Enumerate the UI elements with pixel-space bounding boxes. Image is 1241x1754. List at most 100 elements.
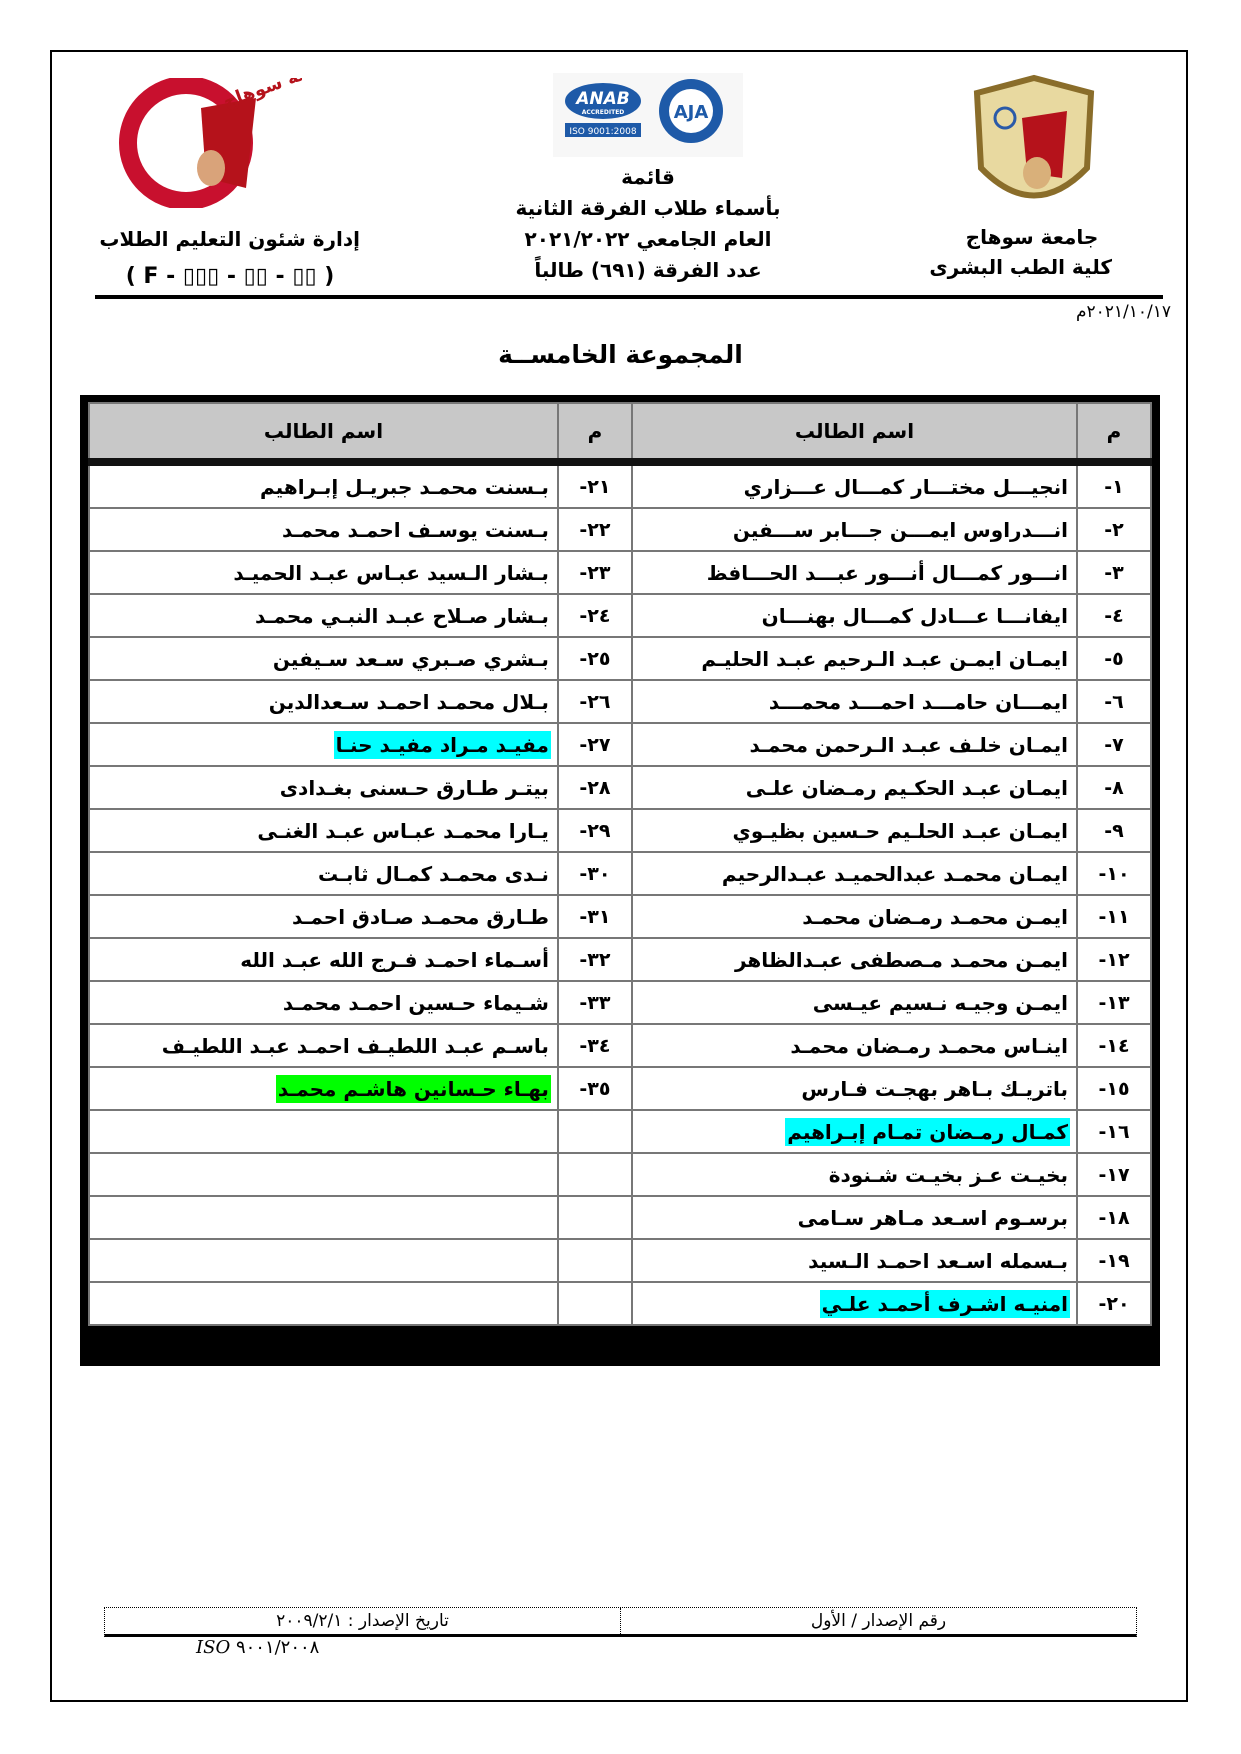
row-number — [556, 1281, 633, 1326]
iso-prefix: ISO — [196, 1637, 231, 1658]
row-number: ٢- — [1076, 507, 1152, 552]
student-name-cell: ايمـان عبـد الحكـيم رمـضان علـى — [630, 765, 1079, 810]
row-number: ٧- — [1076, 722, 1152, 767]
row-number: ٣٠- — [556, 851, 633, 896]
row-number: ٢٠- — [1076, 1281, 1152, 1326]
iso-logo-text: ISO 9001:2008 — [569, 127, 636, 137]
aja-text: AJA — [674, 102, 709, 123]
list-label: قائمة — [621, 165, 675, 189]
table-row: ١٨- برسـوم اسـعد مـاهر سـامى — [88, 1195, 1152, 1240]
student-name-cell: بهـاء حـسانين هاشـم محمـد — [88, 1066, 559, 1111]
row-number: ٢٨- — [556, 765, 633, 810]
student-name-cell: اينـاس محمـد رمـضان محمـد — [630, 1023, 1079, 1068]
table-row: ١٩- بـسمله اسـعد احمـد الـسيد — [88, 1238, 1152, 1283]
table-row: ٦- ايمـــان حامـــد احمـــد محمـــد ٢٦- بـل… — [88, 679, 1152, 724]
student-name-cell: امنيـه اشـرف أحمـد علـي — [630, 1281, 1079, 1326]
student-name-cell: ايمـان ايمـن عبـد الـرحيم عبـد الحليـم — [630, 636, 1079, 681]
student-name: بـشار الـسيد عبـاس عبـد الحميـد — [233, 560, 549, 585]
student-name: ايفانـــا عـــادل كمـــال بهنـــان — [761, 603, 1068, 628]
row-number: ٢٢- — [556, 507, 633, 552]
table-row: ٩- ايمـان عبـد الحلـيم حـسين بظيـوي ٢٩- يـا… — [88, 808, 1152, 853]
page-border — [50, 50, 1188, 1702]
row-number: ٣١- — [556, 894, 633, 939]
student-name-cell: انجيـــل مختـــار كمـــال عـــزاري — [630, 461, 1079, 509]
student-name: امنيـه اشـرف أحمـد علـي — [819, 1289, 1070, 1318]
table-row: ١١- ايمـن محمـد رمـضان محمـد ٣١- طـارق محمـ… — [88, 894, 1152, 939]
student-name: بـشار صـلاح عبـد النبـي محمـد — [255, 603, 549, 628]
student-name-cell — [88, 1238, 559, 1283]
row-number: ١- — [1076, 461, 1152, 509]
row-number: ١٧- — [1076, 1152, 1152, 1197]
student-name-cell: بيتـر طـارق حـسنى بغـدادى — [88, 765, 559, 810]
row-number — [556, 1109, 633, 1154]
faculty-name: كلية الطب البشرى — [929, 255, 1112, 279]
academic-year: العام الجامعي ٢٠٢١/٢٠٢٢ — [524, 227, 772, 251]
version-number: رقم الإصدار / الأول — [810, 1611, 947, 1631]
student-name-cell: ايفانـــا عـــادل كمـــال بهنـــان — [630, 593, 1079, 638]
iso-standard: ISO ٩٠٠١/٢٠٠٨ — [196, 1637, 319, 1658]
student-name: باسـم عبـد اللطيـف احمـد عبـد اللطيـف — [161, 1033, 549, 1058]
table-row: ٥- ايمـان ايمـن عبـد الـرحيم عبـد الحليـم… — [88, 636, 1152, 681]
student-name: اينـاس محمـد رمـضان محمـد — [790, 1033, 1068, 1058]
student-name-cell — [88, 1152, 559, 1197]
table-row: ١٠- ايمـان محمـد عبدالحميـد عبـدالرحيم ٣٠-… — [88, 851, 1152, 896]
header-num: م — [556, 402, 633, 466]
student-name: أسـماء احمـد فـرج الله عبـد الله — [240, 947, 549, 972]
row-number: ١٠- — [1076, 851, 1152, 896]
department-name: إدارة شئون التعليم الطلاب — [99, 227, 360, 251]
row-number: ٣٤- — [556, 1023, 633, 1068]
row-number: ٣٣- — [556, 980, 633, 1025]
table-row: ١٢- ايمـن محمـد مـصطفى عبـدالظاهر ٣٢- أسـما… — [88, 937, 1152, 982]
row-number: ٢٧- — [556, 722, 633, 767]
student-name: بخيـت عـز بخيـت شـنودة — [828, 1162, 1068, 1187]
student-name-cell — [88, 1109, 559, 1154]
student-name-cell: ايمـان عبـد الحلـيم حـسين بظيـوي — [630, 808, 1079, 853]
student-name: ايمـان محمـد عبدالحميـد عبـدالرحيم — [721, 861, 1068, 886]
student-name-cell: شـيماء حـسين احمـد محمـد — [88, 980, 559, 1025]
table-row: ٧- ايمـان خلـف عبـد الـرحمن محمـد ٢٧- مفيـد… — [88, 722, 1152, 767]
table-row: ١٦- كمـال رمـضان تمـام إبـراهيم — [88, 1109, 1152, 1154]
student-name-cell: ايمـــان حامـــد احمـــد محمـــد — [630, 679, 1079, 724]
student-name: باتريـك بـاهر بهجـت فـارس — [801, 1076, 1068, 1101]
list-subtitle: بأسماء طلاب الفرقة الثانية — [515, 196, 781, 220]
student-name-cell: بـشار صـلاح عبـد النبـي محمـد — [88, 593, 559, 638]
student-name: بـسنت محمـد جبريـل إبـراهيم — [259, 474, 549, 499]
student-name-cell: ايمـن وجيـه نـسيم عيـسى — [630, 980, 1079, 1025]
faculty-of-medicine-logo: جامعة سوهاج — [119, 78, 302, 208]
table-row: ١٤- اينـاس محمـد رمـضان محمـد ٣٤- باسـم عبـ… — [88, 1023, 1152, 1068]
row-number: ٣٥- — [556, 1066, 633, 1111]
student-name-cell — [88, 1195, 559, 1240]
student-name: ايمـان عبـد الحلـيم حـسين بظيـوي — [732, 818, 1068, 843]
sohag-university-emblem — [973, 74, 1095, 199]
student-name-cell: بـسنت محمـد جبريـل إبـراهيم — [88, 461, 559, 509]
table-row: ٨- ايمـان عبـد الحكـيم رمـضان علـى ٢٨- بيتـ… — [88, 765, 1152, 810]
document-date: ٢٠٢١/١٠/١٧م — [1075, 302, 1171, 322]
row-number: ٢٤- — [556, 593, 633, 638]
header-num: م — [1076, 402, 1152, 466]
row-number: ٣٢- — [556, 937, 633, 982]
iso-accreditation-logo: ANAB ACCREDITED ISO 9001:2008 AJA — [553, 73, 743, 157]
student-name: طـارق محمـد صـادق احمـد — [291, 904, 549, 929]
student-name-cell: بـسنت يوسـف احمـد محمـد — [88, 507, 559, 552]
table-row: ٣- انـــور كمـــال أنـــور عبـــد الحـــا… — [88, 550, 1152, 595]
row-number: ٨- — [1076, 765, 1152, 810]
row-number: ٦- — [1076, 679, 1152, 724]
student-name: ايمـن محمـد رمـضان محمـد — [802, 904, 1068, 929]
student-name: انـــور كمـــال أنـــور عبـــد الحـــافظ — [706, 560, 1068, 585]
student-name: بهـاء حـسانين هاشـم محمـد — [275, 1074, 551, 1103]
student-name-cell: انـــور كمـــال أنـــور عبـــد الحـــافظ — [630, 550, 1079, 595]
row-number: ١٢- — [1076, 937, 1152, 982]
iso-number: ٩٠٠١/٢٠٠٨ — [235, 1637, 320, 1658]
row-number: ٥- — [1076, 636, 1152, 681]
table-row: ١- انجيـــل مختـــار كمـــال عـــزاري ٢١- ب… — [88, 461, 1152, 509]
student-name: كمـال رمـضان تمـام إبـراهيم — [785, 1117, 1070, 1146]
student-name-cell: انـــدراوس ايمـــن جـــابر ســـفين — [630, 507, 1079, 552]
student-name: مفيـد مـراد مفيـد حنـا — [333, 730, 551, 759]
anab-text: ANAB — [574, 89, 630, 109]
group-title: المجموعة الخامســة — [498, 340, 743, 369]
row-number — [556, 1238, 633, 1283]
student-name-cell: مفيـد مـراد مفيـد حنـا — [88, 722, 559, 767]
row-number: ٢١- — [556, 461, 633, 509]
row-number — [556, 1152, 633, 1197]
row-number — [556, 1195, 633, 1240]
